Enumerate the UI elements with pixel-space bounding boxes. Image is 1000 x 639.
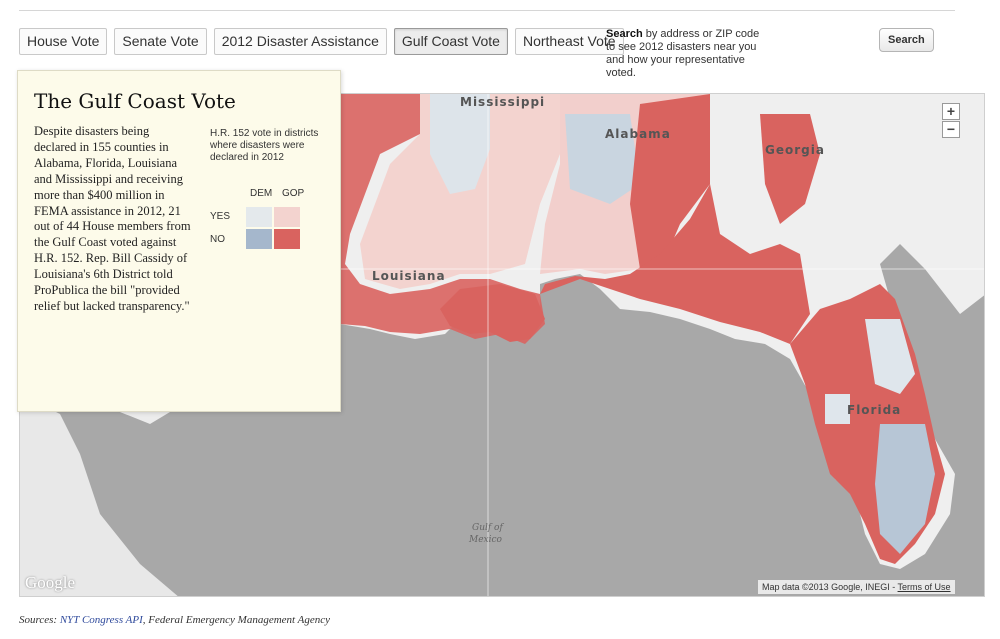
sources-rest: , Federal Emergency Management Agency (142, 614, 331, 626)
tab-northeast-vote[interactable]: Northeast Vote (514, 28, 624, 55)
nyt-congress-api-link[interactable]: NYT Congress API (59, 614, 143, 626)
florida-dem-tampa (825, 394, 850, 424)
label-georgia: Georgia (765, 143, 825, 157)
legend-swatch-yes-gop (274, 207, 300, 227)
alabama-dem-district (565, 114, 640, 204)
florida-dem-south (875, 424, 935, 554)
mexico-land (20, 394, 178, 596)
top-divider (19, 10, 955, 11)
map-attribution: Map data ©2013 Google, INEGI - Terms of … (758, 580, 955, 594)
legend-swatch-no-gop (274, 229, 300, 249)
info-title: The Gulf Coast Vote (34, 89, 236, 113)
legend-swatch-no-dem (246, 229, 272, 249)
terms-of-use-link[interactable]: Terms of Use (897, 582, 951, 592)
sources-note: Sources: NYT Congress API, Federal Emerg… (19, 614, 330, 626)
mississippi-dem-yes (430, 94, 490, 194)
zoom-controls: + − (942, 103, 960, 139)
view-tabs: House Vote Senate Vote 2012 Disaster Ass… (19, 28, 624, 55)
search-help-text: Search by address or ZIP code to see 201… (606, 28, 766, 80)
legend-col-dem: DEM (250, 188, 273, 199)
search-help-rest: by address or ZIP code to see 2012 disas… (606, 28, 760, 79)
louisiana-districts (340, 94, 545, 344)
search-button[interactable]: Search (879, 28, 934, 52)
info-panel: The Gulf Coast Vote Despite disasters be… (17, 70, 341, 412)
info-body: Despite disasters being declared in 155 … (34, 124, 191, 313)
label-mexico: Mexico (468, 535, 503, 545)
google-logo: Google (25, 573, 76, 592)
alabama-gop-no (630, 94, 710, 269)
label-florida: Florida (847, 403, 901, 417)
search-help-bold: Search (606, 28, 643, 40)
louisiana-delta (440, 284, 545, 342)
vote-legend: H.R. 152 vote in districts where disaste… (210, 128, 330, 249)
tab-2012-disaster-assistance[interactable]: 2012 Disaster Assistance (213, 28, 387, 55)
zoom-in-button[interactable]: + (942, 103, 960, 120)
legend-swatch-yes-dem (246, 207, 272, 227)
label-mississippi: Mississippi (460, 95, 545, 109)
zoom-out-button[interactable]: − (942, 121, 960, 138)
label-alabama: Alabama (605, 127, 671, 141)
legend-col-gop: GOP (282, 188, 305, 199)
tab-gulf-coast-vote[interactable]: Gulf Coast Vote (393, 28, 508, 55)
sources-prefix: Sources: (19, 614, 60, 626)
tab-senate-vote[interactable]: Senate Vote (114, 28, 207, 55)
florida-dem-north (865, 319, 915, 394)
florida-panhandle (540, 184, 810, 344)
legend-grid: DEM GOP YES NO (210, 188, 330, 249)
attribution-text: Map data ©2013 Google, INEGI - (762, 582, 898, 592)
label-gulf-of: Gulf of (472, 523, 504, 533)
georgia-gop-no (760, 114, 820, 224)
legend-row-yes: YES (210, 211, 231, 222)
legend-row-no: NO (210, 234, 225, 245)
tab-house-vote[interactable]: House Vote (19, 28, 108, 55)
legend-title: H.R. 152 vote in districts where disaste… (210, 128, 319, 163)
label-louisiana: Louisiana (372, 269, 446, 283)
